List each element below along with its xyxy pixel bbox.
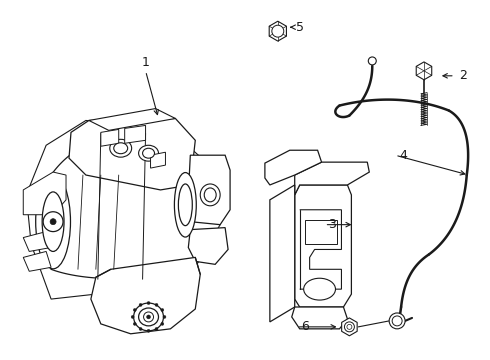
Circle shape [347,324,352,329]
Polygon shape [101,129,119,146]
Circle shape [392,316,402,326]
Polygon shape [305,220,338,244]
Circle shape [139,328,142,330]
Circle shape [147,315,150,319]
Ellipse shape [204,188,216,202]
Polygon shape [26,121,220,299]
Polygon shape [294,185,351,307]
Circle shape [163,315,166,319]
Text: 5: 5 [295,21,304,34]
Ellipse shape [174,172,196,237]
Text: 2: 2 [459,69,466,82]
Polygon shape [188,228,228,264]
Polygon shape [91,257,200,334]
Circle shape [133,323,136,325]
Ellipse shape [139,308,158,326]
Circle shape [144,312,153,322]
Circle shape [368,57,376,65]
Circle shape [50,219,56,225]
Circle shape [272,25,284,37]
Text: 3: 3 [329,218,337,231]
Ellipse shape [110,139,132,157]
Polygon shape [342,318,357,336]
Circle shape [161,309,164,311]
Polygon shape [292,307,347,329]
Circle shape [344,322,354,332]
Polygon shape [89,109,175,130]
Circle shape [389,313,405,329]
Ellipse shape [143,148,154,158]
Ellipse shape [114,143,128,154]
Polygon shape [269,21,287,41]
Polygon shape [416,62,432,80]
Ellipse shape [178,184,192,226]
Polygon shape [150,152,166,168]
Ellipse shape [134,303,164,331]
Ellipse shape [304,278,336,300]
Polygon shape [23,231,51,251]
Ellipse shape [42,192,64,251]
Circle shape [139,303,142,306]
Polygon shape [188,155,230,225]
Polygon shape [300,210,342,289]
Polygon shape [23,172,66,215]
Polygon shape [270,185,294,322]
Circle shape [155,328,158,330]
Circle shape [155,303,158,306]
Circle shape [147,302,150,305]
Polygon shape [69,118,196,190]
Text: 6: 6 [301,320,309,333]
Circle shape [147,329,150,332]
Circle shape [43,212,63,231]
Text: 1: 1 [142,57,149,69]
Polygon shape [294,162,369,195]
Ellipse shape [139,145,158,161]
Polygon shape [23,251,51,271]
Ellipse shape [36,175,71,269]
Circle shape [161,323,164,325]
Text: 4: 4 [399,149,407,162]
Ellipse shape [200,184,220,206]
Circle shape [133,309,136,311]
Polygon shape [124,125,146,143]
Polygon shape [265,150,321,185]
Circle shape [131,315,134,319]
